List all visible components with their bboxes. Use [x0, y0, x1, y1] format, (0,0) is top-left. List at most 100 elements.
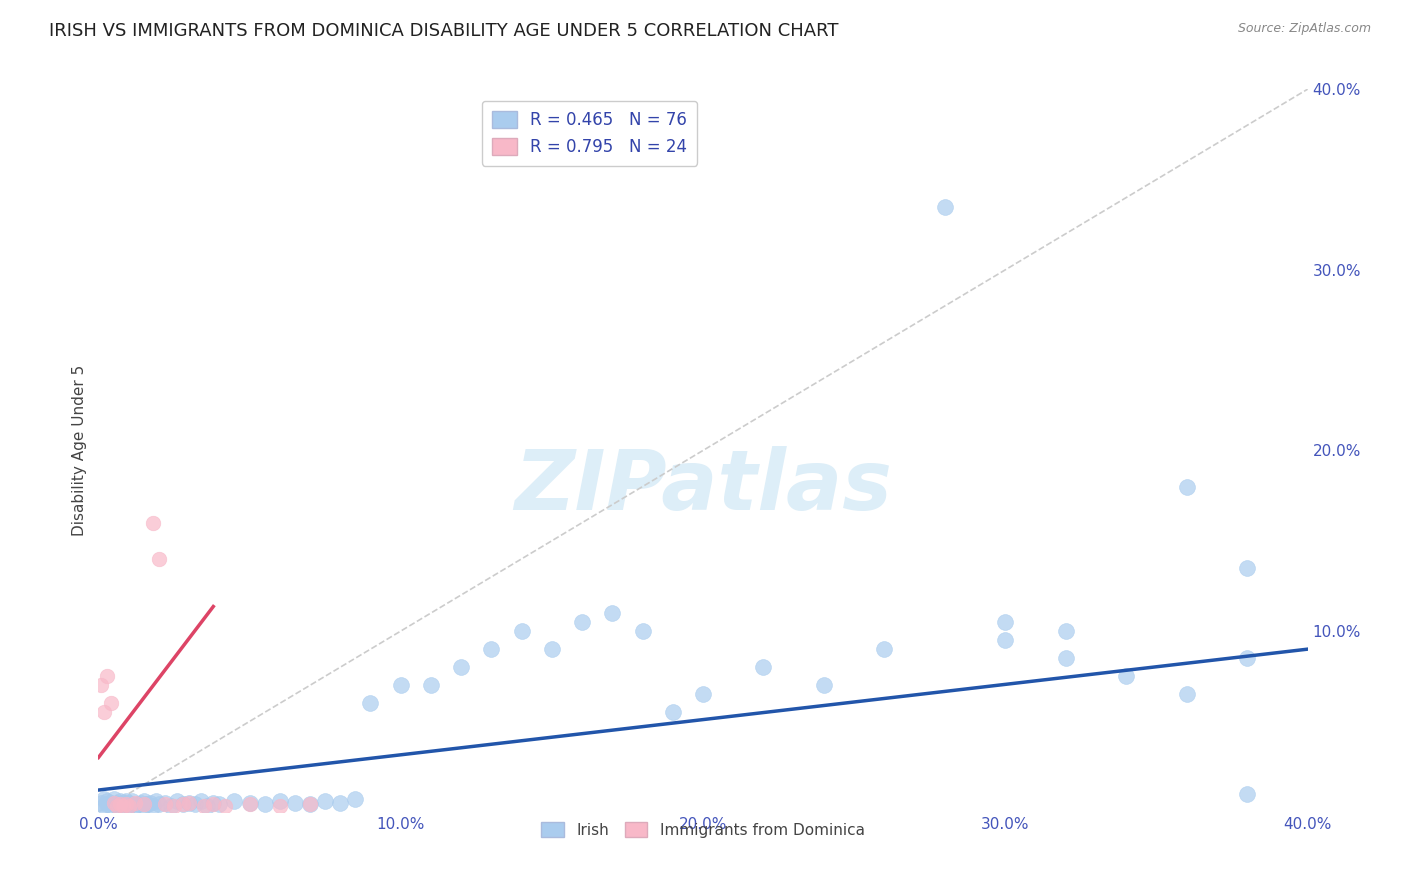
- Point: [121, 794, 143, 808]
- Point: [214, 799, 236, 814]
- Point: [93, 792, 115, 806]
- Point: [873, 642, 896, 657]
- Point: [153, 796, 176, 810]
- Point: [179, 796, 201, 810]
- Point: [813, 678, 835, 692]
- Point: [114, 797, 136, 812]
- Point: [269, 794, 291, 808]
- Point: [752, 660, 775, 674]
- Point: [100, 799, 122, 814]
- Point: [190, 794, 212, 808]
- Point: [118, 799, 141, 814]
- Point: [420, 678, 443, 692]
- Point: [100, 697, 122, 711]
- Point: [329, 796, 352, 810]
- Point: [100, 796, 122, 810]
- Point: [450, 660, 472, 674]
- Point: [96, 794, 118, 808]
- Point: [208, 797, 231, 812]
- Point: [571, 615, 593, 629]
- Point: [299, 797, 322, 812]
- Legend: Irish, Immigrants from Dominica: Irish, Immigrants from Dominica: [536, 815, 870, 844]
- Point: [108, 794, 131, 808]
- Point: [360, 697, 382, 711]
- Point: [481, 642, 503, 657]
- Point: [994, 633, 1017, 648]
- Point: [111, 799, 134, 814]
- Point: [1115, 669, 1137, 683]
- Point: [510, 624, 533, 639]
- Point: [127, 797, 149, 812]
- Point: [253, 797, 276, 812]
- Point: [314, 794, 336, 808]
- Point: [124, 799, 146, 814]
- Point: [145, 794, 167, 808]
- Text: IRISH VS IMMIGRANTS FROM DOMINICA DISABILITY AGE UNDER 5 CORRELATION CHART: IRISH VS IMMIGRANTS FROM DOMINICA DISABI…: [49, 22, 839, 40]
- Point: [103, 792, 125, 806]
- Point: [631, 624, 654, 639]
- Point: [299, 797, 322, 812]
- Point: [239, 796, 262, 810]
- Point: [269, 799, 291, 814]
- Point: [1236, 561, 1258, 575]
- Point: [114, 797, 136, 812]
- Point: [114, 794, 136, 808]
- Point: [202, 797, 225, 812]
- Point: [934, 200, 956, 214]
- Point: [93, 706, 115, 720]
- Point: [93, 799, 115, 814]
- Point: [239, 797, 262, 812]
- Text: Source: ZipAtlas.com: Source: ZipAtlas.com: [1237, 22, 1371, 36]
- Point: [224, 794, 246, 808]
- Point: [1236, 787, 1258, 801]
- Point: [661, 706, 683, 720]
- Text: ZIPatlas: ZIPatlas: [515, 446, 891, 527]
- Point: [124, 796, 146, 810]
- Point: [184, 797, 207, 812]
- Point: [118, 796, 141, 810]
- Point: [166, 794, 188, 808]
- Point: [142, 799, 165, 814]
- Y-axis label: Disability Age Under 5: Disability Age Under 5: [72, 365, 87, 536]
- Point: [344, 792, 367, 806]
- Point: [90, 678, 112, 692]
- Point: [96, 797, 118, 812]
- Point: [132, 794, 155, 808]
- Point: [132, 797, 155, 812]
- Point: [1054, 651, 1077, 665]
- Point: [135, 797, 157, 812]
- Point: [540, 642, 562, 657]
- Point: [111, 796, 134, 810]
- Point: [284, 796, 307, 810]
- Point: [103, 796, 125, 810]
- Point: [1236, 651, 1258, 665]
- Point: [96, 669, 118, 683]
- Point: [129, 796, 152, 810]
- Point: [111, 799, 134, 814]
- Point: [139, 796, 162, 810]
- Point: [121, 797, 143, 812]
- Point: [172, 797, 194, 812]
- Point: [602, 606, 624, 620]
- Point: [692, 687, 714, 701]
- Point: [105, 796, 128, 810]
- Point: [193, 799, 215, 814]
- Point: [153, 797, 176, 812]
- Point: [195, 799, 218, 814]
- Point: [1175, 687, 1198, 701]
- Point: [160, 799, 183, 814]
- Point: [108, 797, 131, 812]
- Point: [1175, 480, 1198, 494]
- Point: [142, 516, 165, 530]
- Point: [389, 678, 412, 692]
- Point: [1054, 624, 1077, 639]
- Point: [90, 796, 112, 810]
- Point: [994, 615, 1017, 629]
- Point: [202, 796, 225, 810]
- Point: [148, 797, 170, 812]
- Point: [103, 797, 125, 812]
- Point: [172, 797, 194, 812]
- Point: [118, 799, 141, 814]
- Point: [105, 799, 128, 814]
- Point: [132, 799, 155, 814]
